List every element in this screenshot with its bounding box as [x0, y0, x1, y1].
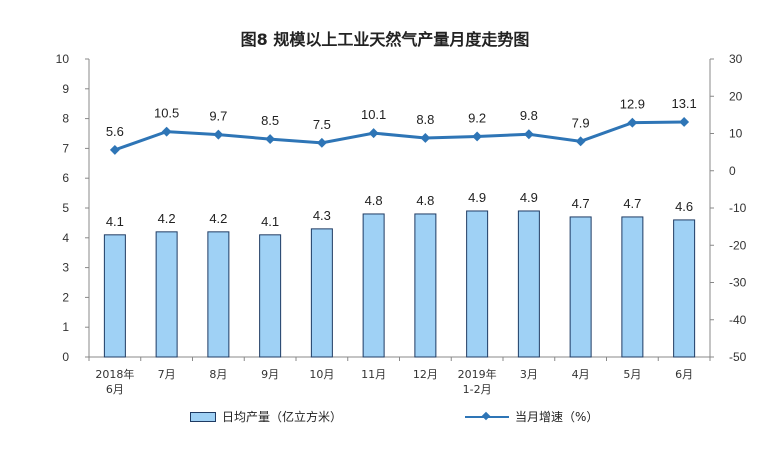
y-left-tick-label: 1 — [62, 320, 69, 334]
legend: 日均产量（亿立方米） 当月增速（%） — [0, 408, 770, 432]
y-left-tick-label: 7 — [62, 141, 69, 155]
bar — [103, 234, 126, 358]
line-data-label: 7.9 — [572, 115, 590, 130]
x-tick-label: 11月 — [361, 368, 386, 381]
y-left-tick-label: 6 — [62, 171, 69, 185]
line-point — [420, 133, 431, 143]
x-tick-label: 2018年 — [95, 367, 134, 381]
bar — [259, 234, 282, 358]
line-point — [679, 117, 690, 127]
line-data-label: 8.5 — [261, 113, 279, 128]
y-left-tick-label: 3 — [62, 261, 69, 275]
line-point — [316, 137, 327, 148]
line-data-label: 9.2 — [468, 110, 486, 125]
y-right-tick-label: -20 — [729, 238, 747, 252]
line-point — [265, 134, 276, 145]
bar-data-label: 4.8 — [365, 193, 383, 208]
legend-label-bar: 日均产量（亿立方米） — [222, 410, 343, 424]
bar — [310, 228, 333, 358]
bar-data-label: 4.9 — [520, 190, 538, 205]
bar — [517, 210, 540, 358]
line-data-label: 12.9 — [620, 97, 645, 112]
y-left-tick-label: 10 — [56, 52, 70, 66]
y-left-tick-label: 8 — [62, 112, 69, 126]
bar — [362, 213, 385, 358]
line-data-label: 9.7 — [209, 109, 227, 124]
line-data-label: 10.1 — [361, 107, 386, 122]
y-left-tick-label: 5 — [62, 201, 69, 215]
line-swatch-icon — [465, 411, 509, 423]
bar-data-label: 4.7 — [623, 196, 641, 211]
bar — [673, 219, 696, 358]
line-data-label: 8.8 — [416, 112, 434, 127]
x-tick-label: 5月 — [623, 368, 641, 381]
x-tick-label: 10月 — [309, 368, 334, 381]
bar — [155, 231, 178, 358]
y-right-tick-label: -30 — [729, 276, 747, 290]
bar — [466, 210, 489, 358]
y-right-tick-label: -10 — [729, 201, 747, 215]
bar-swatch-icon — [190, 411, 216, 422]
line-point — [627, 117, 638, 128]
line-data-label: 13.1 — [671, 96, 696, 111]
line-data-label: 9.8 — [520, 108, 538, 123]
x-tick-label: 2019年 — [458, 367, 497, 381]
legend-item-bar: 日均产量（亿立方米） — [190, 408, 342, 425]
bar — [621, 216, 644, 358]
line-point — [161, 126, 172, 137]
line-data-label: 10.5 — [154, 106, 179, 121]
bar-data-label: 4.2 — [209, 211, 227, 226]
x-tick-label: 8月 — [209, 368, 227, 381]
y-right-tick-label: -50 — [729, 350, 747, 364]
y-left-tick-label: 0 — [62, 350, 69, 364]
bar — [414, 213, 437, 358]
line-data-label: 7.5 — [313, 117, 331, 132]
bar-data-label: 4.8 — [416, 193, 434, 208]
bar-data-label: 4.3 — [313, 208, 331, 223]
x-tick-label: 12月 — [413, 368, 438, 381]
x-tick-label: 6月 — [106, 383, 124, 396]
bar-data-label: 4.1 — [106, 214, 124, 229]
bar-data-label: 4.1 — [261, 214, 279, 229]
x-tick-label: 7月 — [158, 368, 176, 381]
y-left-tick-label: 4 — [62, 231, 69, 245]
bar-data-label: 4.2 — [158, 211, 176, 226]
line-point — [368, 128, 379, 139]
y-left-tick-label: 2 — [62, 290, 69, 304]
line-point — [575, 136, 586, 147]
bar-data-label: 4.6 — [675, 199, 693, 214]
legend-item-line: 当月增速（%） — [465, 408, 598, 425]
bar — [569, 216, 592, 358]
y-left-tick-label: 9 — [62, 82, 69, 96]
line-series — [114, 120, 685, 152]
y-right-tick-label: 20 — [729, 89, 743, 103]
line-point — [213, 129, 224, 140]
bar-data-label: 4.9 — [468, 190, 486, 205]
y-right-tick-label: 0 — [729, 164, 736, 178]
line-point — [523, 129, 534, 140]
y-right-tick-label: 10 — [729, 127, 743, 141]
bar — [207, 231, 230, 358]
x-tick-label: 3月 — [520, 368, 538, 381]
y-right-tick-label: 30 — [729, 52, 743, 66]
chart-title: 图8 规模以上工业天然气产量月度走势图 — [240, 30, 530, 49]
line-point — [472, 131, 483, 142]
bar-data-label: 4.7 — [572, 196, 590, 211]
line-data-label: 5.6 — [106, 124, 124, 139]
x-tick-label: 6月 — [675, 368, 693, 381]
legend-label-line: 当月增速（%） — [515, 410, 599, 424]
x-tick-label: 4月 — [572, 368, 590, 381]
x-tick-label: 1-2月 — [463, 383, 492, 396]
y-right-tick-label: -40 — [729, 313, 747, 327]
x-tick-label: 9月 — [261, 368, 279, 381]
line-point — [109, 144, 120, 155]
